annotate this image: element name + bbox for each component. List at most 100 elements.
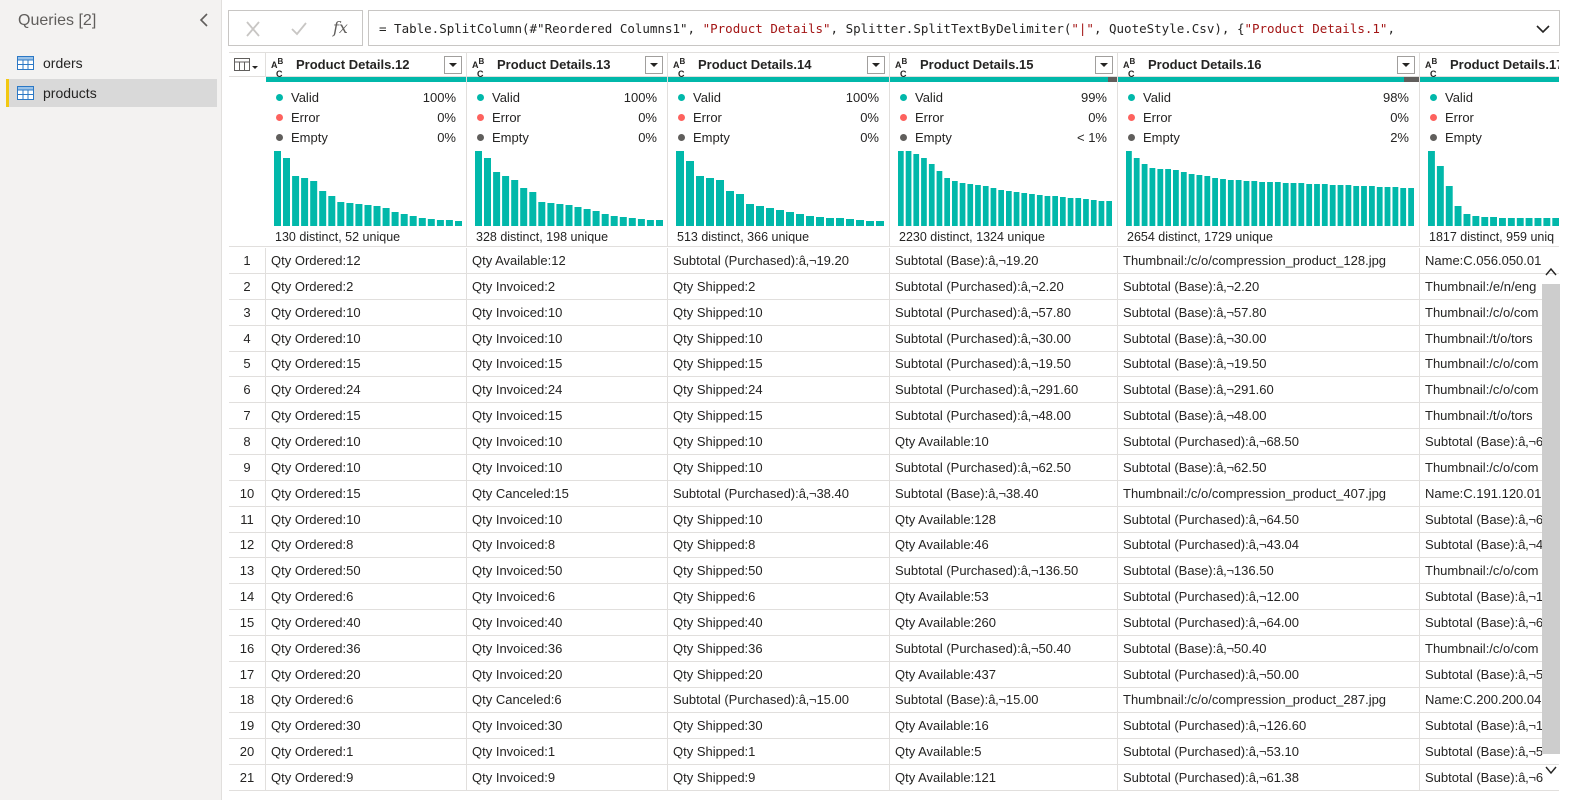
table-cell[interactable]: Subtotal (Purchased):â‚¬15.00 (668, 687, 890, 713)
table-cell[interactable]: Subtotal (Purchased):â‚¬64.00 (1118, 609, 1420, 635)
table-row[interactable]: 12 Qty Ordered:8 Qty Invoiced:8 Qty Shipped… (229, 532, 1559, 559)
table-row[interactable]: 19 Qty Ordered:30 Qty Invoiced:30 Qty Shipp… (229, 713, 1559, 740)
row-number[interactable]: 19 (229, 713, 266, 739)
distribution-bar[interactable] (756, 206, 764, 226)
table-row[interactable]: 3 Qty Ordered:10 Qty Invoiced:10 Qty Shippe… (229, 299, 1559, 326)
distribution-bar[interactable] (1376, 187, 1383, 226)
distribution-bar[interactable] (1075, 198, 1082, 226)
table-cell[interactable]: Subtotal (Purchased):â‚¬64.50 (1118, 506, 1420, 532)
value-distribution-chart[interactable] (274, 151, 462, 227)
table-cell[interactable]: Qty Ordered:12 (266, 248, 467, 273)
distribution-bar[interactable] (913, 154, 920, 226)
table-cell[interactable]: Qty Shipped:36 (668, 635, 890, 661)
table-cell[interactable]: Qty Invoiced:10 (467, 454, 668, 480)
table-cell[interactable]: Subtotal (Purchased):â‚¬48.00 (890, 403, 1118, 429)
distribution-bar[interactable] (806, 216, 814, 226)
table-cell[interactable]: Subtotal (Purchased):â‚¬50.00 (1118, 661, 1420, 687)
distribution-bar[interactable] (310, 181, 318, 226)
distribution-bar[interactable] (990, 188, 997, 226)
table-row[interactable]: 16 Qty Ordered:36 Qty Invoiced:36 Qty Shipp… (229, 635, 1559, 662)
distribution-bar[interactable] (1306, 184, 1313, 226)
table-cell[interactable]: Subtotal (Base):â‚¬1 (1420, 713, 1559, 738)
table-cell[interactable]: Subtotal (Purchased):â‚¬62.50 (890, 454, 1118, 480)
distribution-bar[interactable] (959, 183, 966, 226)
distribution-bar[interactable] (355, 204, 363, 226)
table-cell[interactable]: Subtotal (Base):â‚¬19.50 (1118, 351, 1420, 377)
distribution-bar[interactable] (726, 191, 734, 226)
distribution-bar[interactable] (1314, 184, 1320, 226)
distribution-bar[interactable] (493, 172, 501, 226)
table-cell[interactable]: Subtotal (Base):â‚¬19.20 (890, 248, 1118, 273)
table-cell[interactable]: Subtotal (Base):â‚¬50.40 (1118, 635, 1420, 661)
distribution-bar[interactable] (520, 188, 528, 226)
distribution-bar[interactable] (766, 208, 774, 226)
table-cell[interactable]: Qty Invoiced:20 (467, 661, 668, 687)
table-cell[interactable]: Thumbnail:/c/o/compression_product_128.j… (1118, 248, 1420, 273)
table-cell[interactable]: Thumbnail:/c/o/com (1420, 300, 1559, 325)
table-cell[interactable]: Subtotal (Base):â‚¬62.50 (1118, 454, 1420, 480)
distribution-bar[interactable] (1036, 195, 1043, 226)
table-cell[interactable]: Qty Invoiced:10 (467, 325, 668, 351)
table-cell[interactable]: Qty Shipped:24 (668, 377, 890, 403)
distribution-bar[interactable] (1507, 218, 1515, 226)
distribution-bar[interactable] (391, 212, 399, 226)
table-cell[interactable]: Subtotal (Purchased):â‚¬126.60 (1118, 713, 1420, 739)
table-cell[interactable]: Qty Invoiced:15 (467, 351, 668, 377)
table-cell[interactable]: Subtotal (Purchased):â‚¬68.50 (1118, 428, 1420, 454)
distribution-bar[interactable] (274, 151, 281, 226)
distribution-bar[interactable] (846, 219, 854, 226)
distribution-bar[interactable] (1141, 164, 1148, 226)
table-cell[interactable]: Qty Available:121 (890, 765, 1118, 790)
distribution-bar[interactable] (1083, 199, 1089, 226)
value-distribution-chart[interactable] (676, 151, 884, 227)
distribution-bar[interactable] (1472, 216, 1480, 226)
table-cell[interactable]: Qty Invoiced:9 (467, 765, 668, 790)
distribution-bar[interactable] (1552, 218, 1559, 226)
table-cell[interactable]: Subtotal (Purchased):â‚¬57.80 (890, 299, 1118, 325)
distribution-bar[interactable] (1243, 181, 1250, 226)
column-quality-profile[interactable]: Valid 98% Error 0% Empty 2% 2654 distinct, 172… (1118, 77, 1420, 247)
table-cell[interactable]: Subtotal (Base):â‚¬4 (1420, 532, 1559, 557)
table-cell[interactable]: Qty Shipped:50 (668, 558, 890, 584)
distribution-bar[interactable] (1543, 218, 1551, 226)
distribution-bar[interactable] (1044, 196, 1051, 226)
distribution-bar[interactable] (502, 176, 510, 226)
table-cell[interactable]: Subtotal (Base):â‚¬57.80 (1118, 299, 1420, 325)
distribution-bar[interactable] (373, 206, 381, 226)
table-cell[interactable]: Subtotal (Base):â‚¬1 (1420, 584, 1559, 609)
table-cell[interactable]: Qty Available:46 (890, 532, 1118, 558)
table-cell[interactable]: Thumbnail:/t/o/tors (1420, 326, 1559, 351)
distribution-bar[interactable] (1126, 151, 1132, 226)
distribution-bar[interactable] (686, 161, 694, 226)
distribution-bar[interactable] (1149, 168, 1156, 226)
table-cell[interactable]: Qty Ordered:10 (266, 454, 467, 480)
table-cell[interactable]: Qty Shipped:10 (668, 325, 890, 351)
table-cell[interactable]: Qty Available:16 (890, 713, 1118, 739)
table-cell[interactable]: Qty Invoiced:10 (467, 428, 668, 454)
table-cell[interactable]: Qty Invoiced:30 (467, 713, 668, 739)
table-row[interactable]: 20 Qty Ordered:1 Qty Invoiced:1 Qty Shipped… (229, 739, 1559, 766)
distribution-bar[interactable] (696, 176, 704, 226)
distribution-bar[interactable] (409, 216, 417, 226)
distribution-bar[interactable] (455, 221, 462, 226)
distribution-bar[interactable] (418, 218, 426, 226)
value-distribution-chart[interactable] (1428, 151, 1559, 227)
table-cell[interactable]: Subtotal (Purchased):â‚¬53.10 (1118, 739, 1420, 765)
table-cell[interactable]: Qty Canceled:15 (467, 480, 668, 506)
table-cell[interactable]: Qty Invoiced:50 (467, 558, 668, 584)
distribution-bar[interactable] (382, 208, 390, 226)
distribution-bar[interactable] (1525, 218, 1533, 226)
distribution-bar[interactable] (1499, 218, 1506, 226)
distribution-bar[interactable] (583, 209, 591, 226)
distribution-bar[interactable] (1490, 217, 1497, 226)
table-cell[interactable]: Qty Invoiced:1 (467, 739, 668, 765)
distribution-bar[interactable] (1454, 206, 1462, 226)
row-number[interactable]: 21 (229, 765, 266, 790)
table-cell[interactable]: Thumbnail:/c/o/com (1420, 455, 1559, 480)
distribution-bar[interactable] (998, 190, 1004, 226)
row-number[interactable]: 12 (229, 532, 266, 558)
table-cell[interactable]: Subtotal (Base):â‚¬15.00 (890, 687, 1118, 713)
row-number[interactable]: 9 (229, 454, 266, 480)
distribution-bar[interactable] (592, 211, 600, 226)
distribution-bar[interactable] (1227, 180, 1234, 226)
